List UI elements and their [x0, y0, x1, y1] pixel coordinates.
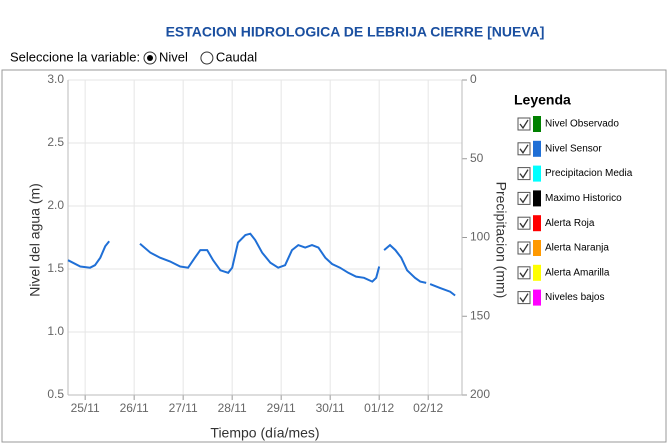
legend-checkbox[interactable] [517, 266, 531, 280]
x-tick-label: 30/11 [316, 401, 345, 415]
y-tick-label: 1.5 [47, 261, 64, 275]
legend-checkbox[interactable] [517, 216, 531, 230]
legend-title: Leyenda [514, 92, 571, 108]
chart-frame [1, 69, 667, 443]
legend-swatch [533, 264, 541, 281]
chart-title: ESTACION HIDROLOGICA DE LEBRIJA CIERRE [… [166, 24, 545, 40]
legend-check [519, 194, 529, 204]
radio-label[interactable]: Caudal [216, 49, 257, 64]
legend-label: Alerta Naranja [545, 243, 609, 254]
x-tick-label: 02/12 [413, 401, 443, 415]
legend-swatch [533, 190, 541, 207]
radio-label[interactable]: Nivel [159, 49, 188, 64]
legend-checkbox[interactable] [517, 117, 531, 131]
y2-tick-label: 100 [470, 230, 490, 244]
y-axis-label: Nivel del agua (m) [27, 183, 43, 297]
x-tick-label: 26/11 [120, 401, 149, 415]
legend-checkbox[interactable] [517, 142, 531, 156]
x-tick-label: 28/11 [218, 401, 247, 415]
legend-check [519, 169, 529, 179]
y-tick-label: 1.0 [47, 324, 64, 338]
legend-label: Nivel Sensor [545, 143, 602, 154]
y2-tick-label: 200 [470, 387, 490, 401]
radio-dot [147, 55, 153, 61]
legend-checkbox[interactable] [517, 167, 531, 181]
legend-label: Alerta Amarilla [545, 267, 610, 278]
legend-check [519, 293, 529, 303]
line-series [67, 232, 456, 297]
legend-label: Niveles bajos [545, 292, 604, 303]
x-axis-label: Tiempo (día/mes) [210, 425, 319, 441]
y-tick-label: 3.0 [47, 72, 64, 86]
legend-swatch [533, 240, 541, 256]
y-tick-label: 2.0 [47, 198, 64, 212]
legend-checkbox[interactable] [517, 241, 531, 255]
y2-axis-label: Precipitacion (mm) [493, 182, 509, 299]
y2-tick-label: 50 [470, 151, 484, 165]
legend-check [519, 243, 529, 254]
legend-check [519, 119, 529, 130]
y2-tick-label: 150 [470, 308, 490, 322]
y-tick-label: 0.5 [47, 387, 64, 401]
legend-label: Precipitacion Media [545, 168, 633, 179]
legend-label: Nivel Observado [545, 119, 619, 130]
legend-check [519, 218, 529, 229]
legend-swatch [533, 289, 541, 306]
legend-swatch [533, 140, 541, 157]
radio-button[interactable] [200, 51, 214, 65]
y-tick-label: 2.5 [47, 135, 64, 149]
legend-check [519, 144, 529, 154]
legend-label: Maximo Historico [545, 193, 622, 204]
legend-label: Alerta Roja [545, 218, 595, 229]
selector-label: Seleccione la variable: [10, 49, 140, 64]
x-tick-label: 25/11 [71, 401, 100, 415]
legend-check [519, 268, 529, 278]
legend-swatch [533, 116, 541, 132]
x-tick-label: 27/11 [169, 401, 198, 415]
legend-swatch [533, 215, 541, 232]
legend-checkbox[interactable] [517, 191, 531, 205]
y2-tick-label: 0 [470, 72, 477, 86]
x-tick-label: 01/12 [364, 401, 394, 415]
x-tick-label: 29/11 [267, 401, 296, 415]
legend-checkbox[interactable] [517, 291, 531, 305]
legend-swatch [533, 165, 541, 182]
